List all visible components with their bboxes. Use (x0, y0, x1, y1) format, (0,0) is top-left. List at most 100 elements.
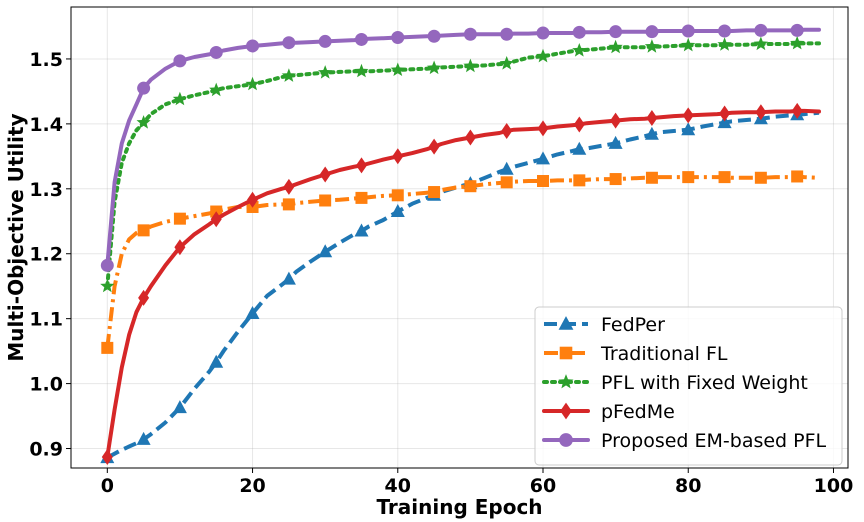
data-point-proposed-em-based-pfl (282, 36, 296, 50)
series-layer (100, 23, 821, 465)
data-point-traditional-fl (428, 186, 441, 199)
legend-box (534, 306, 843, 466)
data-point-proposed-em-based-pfl (354, 32, 368, 46)
y-tick-label: 1.5 (29, 49, 63, 71)
data-point-pfedme (283, 178, 295, 195)
data-point-fedper (681, 122, 696, 136)
data-point-fedper (209, 354, 224, 368)
data-point-fedper (318, 244, 333, 258)
data-point-proposed-em-based-pfl (681, 24, 695, 38)
y-tick-label: 1.0 (29, 374, 63, 396)
data-point-traditional-fl (391, 189, 404, 202)
data-point-fedper (499, 161, 514, 175)
x-tick-label: 60 (530, 475, 556, 497)
data-point-pfedme (610, 112, 622, 129)
data-point-proposed-em-based-pfl (391, 31, 405, 45)
data-point-proposed-em-based-pfl (209, 45, 223, 59)
data-point-pfedme (646, 110, 658, 126)
data-point-proposed-em-based-pfl (100, 258, 114, 272)
data-point-traditional-fl (537, 175, 550, 188)
data-point-traditional-fl (173, 212, 186, 225)
data-point-pfl-with-fixed-weight (390, 62, 405, 76)
legend-label-pfedme: pFedMe (601, 401, 675, 423)
x-axis-label: Training Epoch (376, 495, 542, 519)
data-point-pfedme (719, 105, 731, 122)
y-tick-label: 1.2 (29, 244, 63, 266)
data-point-pfl-with-fixed-weight (535, 48, 551, 63)
legend-label-fedper: FedPer (601, 314, 665, 336)
legend-label-traditional-fl: Traditional FL (600, 343, 728, 365)
data-point-traditional-fl (754, 171, 767, 184)
data-point-fedper (644, 126, 659, 140)
data-point-proposed-em-based-pfl (609, 25, 623, 39)
data-point-pfl-with-fixed-weight (608, 39, 623, 54)
data-point-traditional-fl (645, 171, 658, 184)
data-point-pfedme (573, 116, 585, 133)
data-point-proposed-em-based-pfl (246, 39, 260, 53)
data-point-pfl-with-fixed-weight (245, 76, 260, 91)
data-point-traditional-fl (573, 174, 586, 187)
data-point-pfl-with-fixed-weight (136, 115, 151, 129)
data-point-proposed-em-based-pfl (536, 26, 550, 40)
data-point-traditional-fl (718, 171, 731, 184)
data-point-pfl-with-fixed-weight (354, 63, 369, 78)
legend-marker-traditional-fl (559, 346, 573, 360)
y-tick-label: 1.1 (29, 309, 63, 331)
data-point-traditional-fl (791, 170, 804, 183)
data-point-pfedme (537, 120, 549, 137)
data-point-proposed-em-based-pfl (137, 81, 151, 95)
data-point-fedper (608, 135, 623, 149)
y-tick-label: 1.3 (29, 179, 63, 201)
data-point-pfl-with-fixed-weight (209, 82, 224, 97)
data-point-fedper (354, 223, 369, 237)
data-point-pfedme (464, 129, 476, 146)
data-point-pfl-with-fixed-weight (463, 58, 478, 73)
data-point-traditional-fl (319, 194, 332, 207)
y-tick-label: 1.4 (29, 114, 63, 136)
data-point-pfl-with-fixed-weight (499, 56, 514, 70)
data-point-traditional-fl (137, 224, 150, 237)
data-point-proposed-em-based-pfl (754, 23, 768, 37)
series-pfl-with-fixed-weight (100, 35, 821, 293)
data-point-pfl-with-fixed-weight (644, 39, 660, 53)
data-point-proposed-em-based-pfl (572, 25, 586, 39)
data-point-traditional-fl (500, 176, 513, 189)
x-tick-label: 80 (675, 475, 701, 497)
data-point-proposed-em-based-pfl (173, 54, 187, 68)
legend-label-pfl-with-fixed-weight: PFL with Fixed Weight (601, 372, 808, 394)
data-point-pfl-with-fixed-weight (172, 91, 188, 106)
data-point-pfl-with-fixed-weight (790, 35, 805, 50)
data-point-fedper (572, 141, 587, 155)
data-point-traditional-fl (682, 171, 695, 184)
data-point-pfl-with-fixed-weight (753, 36, 768, 51)
series-pfedme (101, 102, 821, 465)
data-point-pfedme (682, 107, 694, 124)
data-point-pfedme (174, 239, 186, 256)
data-point-pfedme (791, 102, 803, 119)
x-tick-label: 40 (385, 475, 411, 497)
data-point-proposed-em-based-pfl (427, 29, 441, 43)
data-point-fedper (172, 400, 187, 414)
y-axis-label: Multi-Objective Utility (4, 113, 28, 361)
data-point-fedper (717, 115, 732, 129)
data-point-pfedme (247, 191, 258, 208)
data-point-pfl-with-fixed-weight (717, 37, 732, 51)
data-point-pfl-with-fixed-weight (681, 37, 696, 52)
legend-marker-fedper (558, 316, 574, 330)
x-tick-label: 0 (101, 475, 114, 497)
data-point-pfedme (210, 211, 222, 228)
data-point-pfl-with-fixed-weight (427, 60, 442, 75)
data-point-traditional-fl (282, 198, 295, 211)
legend-marker-pfl-with-fixed-weight (558, 374, 574, 389)
data-point-pfedme (138, 289, 150, 306)
x-tick-label: 20 (239, 475, 265, 497)
data-point-proposed-em-based-pfl (718, 24, 732, 38)
data-point-proposed-em-based-pfl (463, 27, 477, 41)
legend-marker-proposed-em-based-pfl (559, 433, 573, 447)
data-point-pfl-with-fixed-weight (318, 65, 333, 79)
series-proposed-em-based-pfl (100, 23, 821, 272)
data-point-pfedme (428, 138, 440, 155)
data-point-fedper (245, 306, 260, 319)
y-tick-label: 0.9 (29, 439, 63, 461)
